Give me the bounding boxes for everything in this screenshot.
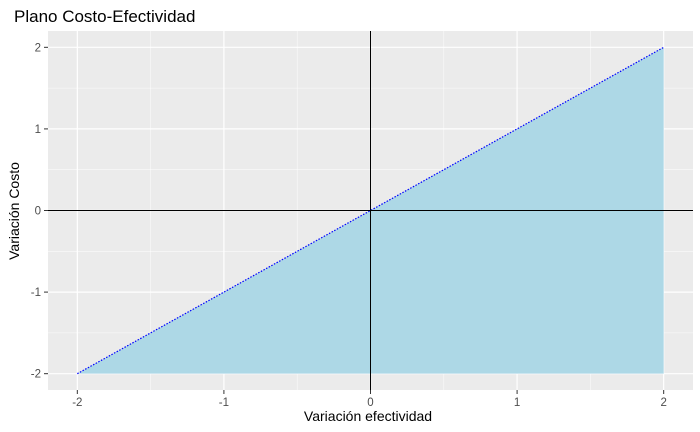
x-tick-label: 2	[660, 397, 666, 409]
y-tick-label: -2	[31, 369, 41, 381]
x-tick-label: -2	[72, 397, 82, 409]
y-tick-label: 0	[35, 206, 41, 218]
x-tick-label: -1	[219, 397, 229, 409]
x-axis-title: Variación efectividad	[304, 408, 432, 424]
y-axis-title: Variación Costo	[6, 162, 22, 260]
y-tick-label: 1	[35, 124, 41, 136]
x-tick-label: 0	[367, 397, 373, 409]
x-axis-ticks: -2 -1 0 1 2	[72, 390, 667, 409]
y-axis-ticks: -2 -1 0 1 2	[31, 42, 48, 381]
chart-title: Plano Costo-Efectividad	[14, 7, 195, 26]
x-tick-label: 1	[514, 397, 520, 409]
y-tick-label: -1	[31, 287, 41, 299]
diagonal-line	[77, 46, 664, 375]
y-tick-label: 2	[35, 42, 41, 54]
